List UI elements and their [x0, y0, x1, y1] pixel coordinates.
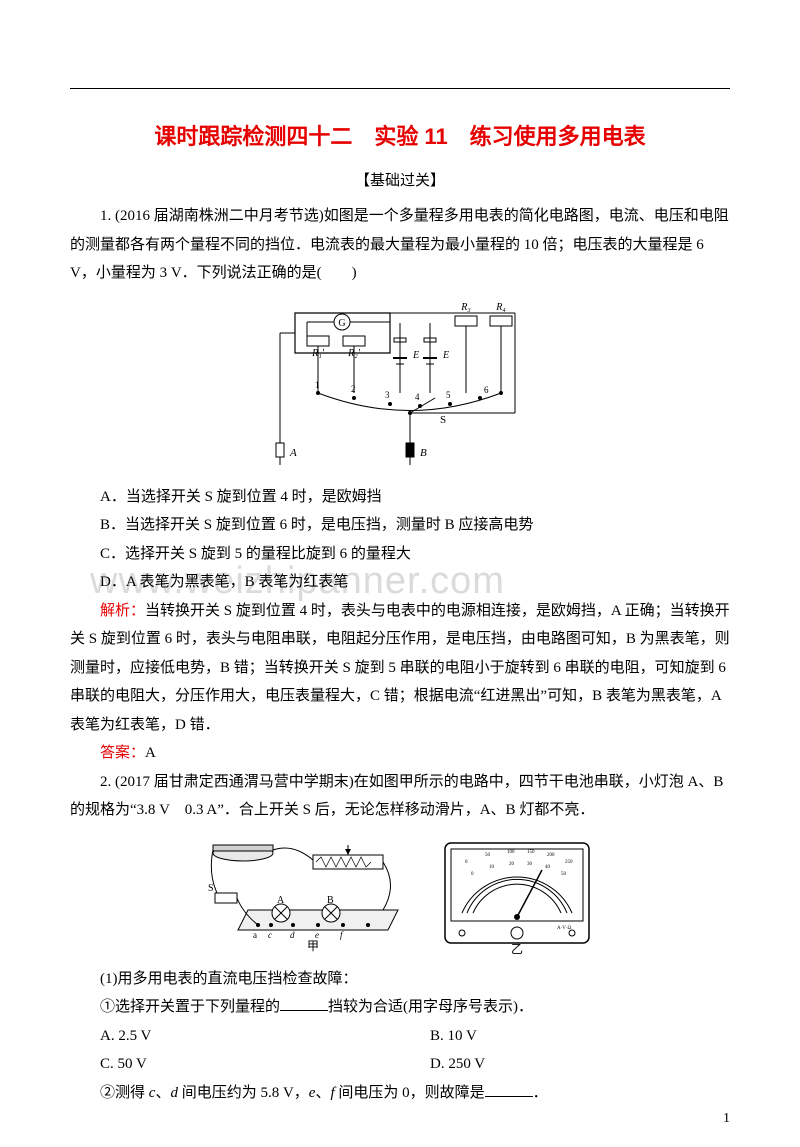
q2-sub2: ②测得 c、d 间电压约为 5.8 V，e、f 间电压为 0，则故障是． [70, 1079, 730, 1108]
header-rule [70, 88, 730, 89]
q2-part1: (1)用多用电表的直流电压挡检查故障： [70, 965, 730, 994]
svg-text:200: 200 [547, 853, 555, 858]
svg-text:3: 3 [385, 390, 390, 400]
svg-text:c: c [268, 930, 272, 940]
fig-label-right: 乙 [511, 942, 523, 955]
blank-2 [485, 1081, 533, 1097]
svg-text:A·V·Ω: A·V·Ω [557, 926, 572, 931]
svg-text:100: 100 [507, 850, 515, 855]
svg-text:R₄: R₄ [495, 302, 506, 313]
svg-text:E: E [442, 350, 449, 361]
svg-text:E: E [412, 350, 419, 361]
svg-text:f: f [340, 930, 344, 940]
svg-text:30: 30 [527, 862, 533, 867]
svg-text:S: S [208, 883, 214, 894]
svg-text:10: 10 [489, 865, 495, 870]
choice-d: D. 250 V [400, 1050, 730, 1079]
q1-figure: G R₁' R₂' E E [70, 298, 730, 473]
svg-text:R₃: R₃ [460, 302, 471, 313]
section-subtitle: 【基础过关】 [70, 169, 730, 190]
svg-text:150: 150 [527, 850, 535, 855]
svg-text:5: 5 [446, 390, 451, 400]
q1-analysis: 解析：当转换开关 S 旋到位置 4 时，表头与电表中的电源相连接，是欧姆挡，A … [70, 597, 730, 740]
q1-option-a: A．当选择开关 S 旋到位置 4 时，是欧姆挡 [70, 483, 730, 512]
choice-b: B. 10 V [400, 1022, 730, 1051]
svg-text:40: 40 [545, 865, 551, 870]
svg-text:B: B [327, 895, 334, 906]
choice-c: C. 50 V [70, 1050, 400, 1079]
svg-text:1: 1 [315, 380, 320, 390]
q1-option-d: D．A 表笔为黑表笔，B 表笔为红表笔 [70, 568, 730, 597]
choice-a: A. 2.5 V [70, 1022, 400, 1051]
svg-text:2: 2 [351, 384, 356, 394]
svg-text:4: 4 [415, 392, 420, 402]
page-number: 1 [723, 1111, 730, 1127]
q1-option-b: B．当选择开关 S 旋到位置 6 时，是电压挡，测量时 B 应接高电势 [70, 511, 730, 540]
q2-sub1: ①选择开关置于下列量程的挡较为合适(用字母序号表示)． [70, 993, 730, 1022]
q1-stem: 1. (2016 届湖南株洲二中月考节选)如图是一个多量程多用电表的简化电路图，… [70, 202, 730, 288]
q2-figure: S A B a c d e f 甲 [70, 835, 730, 955]
svg-text:a: a [253, 930, 257, 940]
fig-label-left: 甲 [307, 939, 319, 953]
label-g: G [338, 318, 345, 329]
svg-text:20: 20 [509, 862, 515, 867]
page-title: 课时跟踪检测四十二 实验 11 练习使用多用电表 [70, 119, 730, 151]
svg-text:d: d [290, 930, 295, 940]
svg-text:6: 6 [484, 385, 489, 395]
blank-1 [280, 995, 328, 1011]
q2-choices: A. 2.5 V B. 10 V C. 50 V D. 250 V [70, 1022, 730, 1079]
analysis-label: 解析： [100, 603, 145, 619]
svg-text:250: 250 [565, 860, 573, 865]
q2-stem: 2. (2017 届甘肃定西通渭马营中学期末)在如图甲所示的电路中，四节干电池串… [70, 768, 730, 825]
svg-text:A: A [277, 895, 285, 906]
answer-label: 答案： [100, 745, 145, 761]
q1-option-c: C．选择开关 S 旋到 5 的量程比旋到 6 的量程大 [70, 540, 730, 569]
svg-text:50: 50 [485, 853, 491, 858]
q1-answer: 答案：A [70, 739, 730, 768]
svg-text:B: B [420, 447, 427, 459]
svg-text:50: 50 [561, 872, 567, 877]
svg-text:A: A [289, 447, 297, 459]
svg-text:S: S [440, 414, 446, 426]
